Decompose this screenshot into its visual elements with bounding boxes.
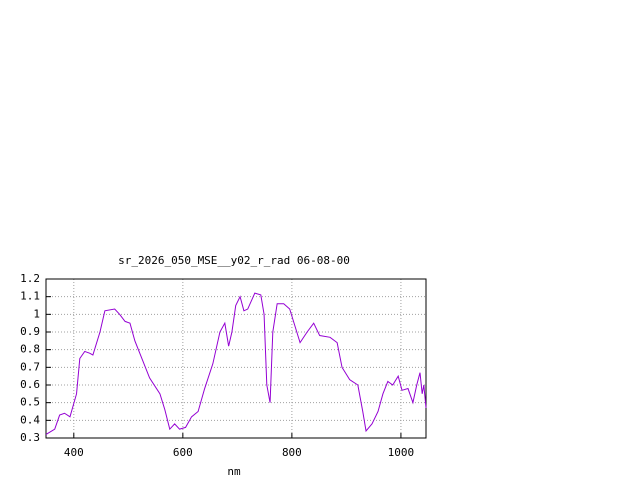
y-tick-label: 0.3 (20, 431, 40, 444)
y-tick-label: 0.8 (20, 343, 40, 356)
x-tick-label: 600 (173, 446, 193, 459)
x-axis-label: nm (227, 465, 241, 478)
x-tick-label: 800 (282, 446, 302, 459)
x-tick-label: 1000 (388, 446, 415, 459)
y-tick-label: 0.9 (20, 325, 40, 338)
y-tick-label: 0.5 (20, 396, 40, 409)
y-tick-label: 0.6 (20, 378, 40, 391)
y-tick-label: 0.4 (20, 413, 40, 426)
x-tick-label: 400 (64, 446, 84, 459)
chart-title: sr_2026_050_MSE__y02_r_rad 06-08-00 (118, 254, 350, 267)
y-tick-label: 1.2 (20, 272, 40, 285)
y-tick-label: 1.1 (20, 290, 40, 303)
plot-frame (45, 278, 427, 439)
data-line (45, 292, 427, 435)
y-tick-label: 0.7 (20, 360, 40, 373)
y-tick-label: 1 (33, 307, 40, 320)
